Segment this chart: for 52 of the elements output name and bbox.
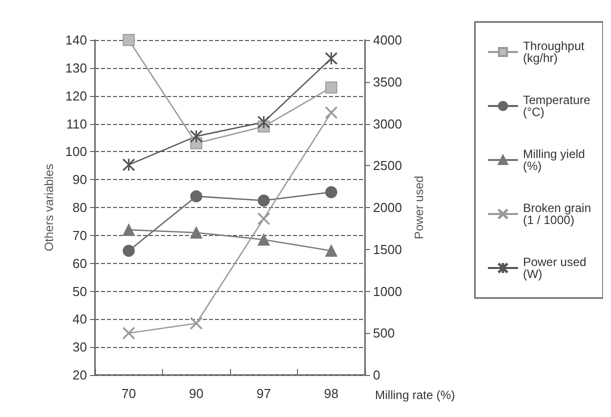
y-tick-label: 40	[72, 312, 87, 327]
y2-tick-label: 2000	[373, 200, 402, 215]
point	[122, 327, 135, 340]
y-axis-title: Others variables	[42, 164, 56, 252]
x-tick-label: 97	[256, 386, 271, 401]
point	[122, 158, 135, 171]
point	[122, 224, 135, 236]
legend-label: Temperature (°C)	[522, 93, 591, 119]
y2-tick-label: 3500	[373, 74, 402, 90]
point	[258, 194, 270, 207]
legend-label: Broken grain (1 / 1000)	[522, 201, 592, 227]
y2-tick-label: 1500	[373, 242, 402, 257]
y-tick-label: 30	[72, 340, 87, 355]
y-tick-label: 50	[72, 284, 87, 299]
point	[325, 106, 338, 119]
point	[190, 190, 202, 202]
point	[190, 317, 202, 330]
y-tick-label: 60	[72, 256, 87, 271]
point	[190, 226, 202, 239]
y-tick-label: 90	[72, 172, 87, 188]
legend-label: Power used (W)	[522, 255, 586, 281]
legend-label: Throughput (kg/hr)	[522, 39, 586, 65]
y2-tick-label: 4000	[373, 32, 402, 48]
point	[190, 130, 202, 142]
y2-tick-label: 3000	[373, 116, 402, 132]
y-tick-label: 100	[65, 144, 87, 160]
x-tick-label: 70	[122, 386, 136, 401]
point	[258, 116, 270, 128]
y2-tick-label: 1000	[373, 284, 402, 299]
y2-tick-label: 2500	[373, 158, 402, 174]
y-tick-label: 110	[66, 116, 87, 132]
y-tick-label: 140	[65, 32, 87, 48]
y-tick-label: 20	[72, 368, 87, 382]
point	[325, 186, 338, 198]
point	[325, 81, 338, 94]
point	[325, 52, 338, 64]
y-tick-label: 120	[65, 88, 87, 104]
point	[325, 244, 338, 257]
x-axis-title: Milling rate (%)	[375, 388, 456, 402]
point	[258, 212, 270, 225]
point	[258, 234, 270, 246]
legend-label: Milling yield (%)	[522, 147, 585, 173]
x-tick-label: 98	[324, 386, 338, 401]
y2-tick-label: 500	[373, 326, 395, 341]
y-tick-label: 80	[72, 200, 87, 215]
y-tick-label: 130	[65, 60, 87, 76]
point	[122, 34, 135, 46]
point	[122, 244, 135, 257]
y2-axis-title: Power used	[412, 176, 426, 240]
y-tick-label: 70	[72, 228, 87, 243]
y2-tick-label: 0	[373, 368, 380, 382]
x-tick-label: 90	[189, 386, 204, 401]
